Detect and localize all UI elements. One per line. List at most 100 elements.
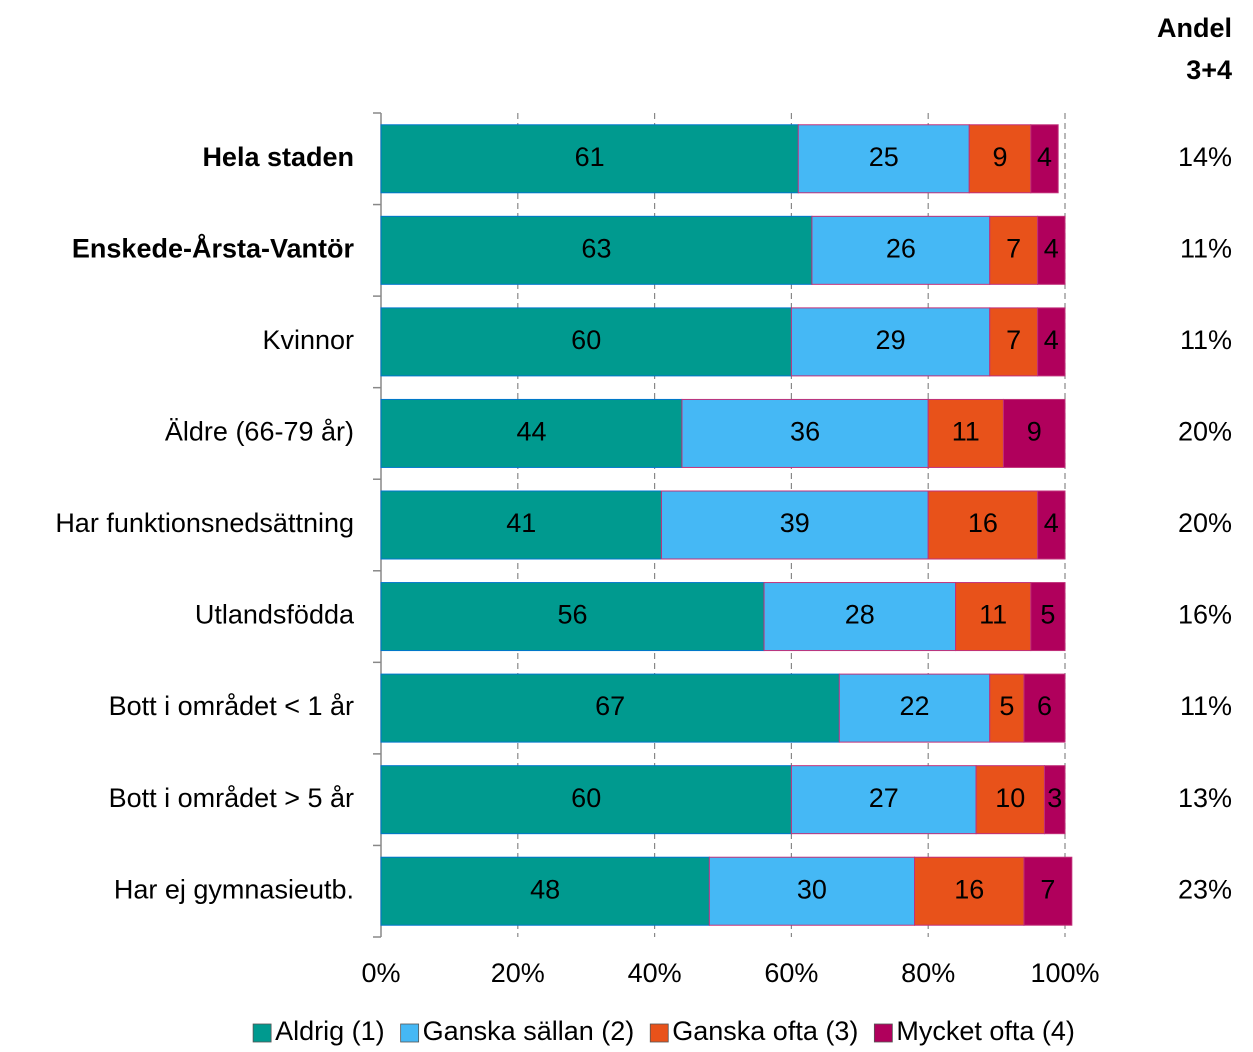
bar-segment	[1037, 215, 1066, 285]
bar-segment	[989, 215, 1039, 285]
bar-segment	[790, 307, 991, 377]
data-label: 7	[1040, 874, 1055, 904]
bar-segment	[660, 490, 929, 560]
data-label: 9	[1027, 417, 1042, 447]
bar-segment	[380, 307, 792, 377]
bar-segment	[708, 856, 916, 926]
data-label: 60	[571, 325, 601, 355]
bar-segment	[380, 856, 710, 926]
data-label: 5	[999, 691, 1014, 721]
bar-segment	[1023, 856, 1073, 926]
bar-segment	[1002, 398, 1066, 468]
legend-swatch	[649, 1023, 669, 1043]
y-tick-label: Kvinnor	[262, 325, 354, 355]
side-header: 3+4	[1186, 55, 1232, 85]
bar-segment	[1023, 673, 1066, 743]
data-label: 5	[1040, 600, 1055, 630]
data-label: 29	[876, 325, 906, 355]
bar-segment	[797, 124, 970, 194]
data-label: 4	[1044, 508, 1059, 538]
legend-swatch	[873, 1023, 893, 1043]
data-label: 4	[1044, 325, 1059, 355]
data-label: 25	[869, 142, 899, 172]
y-tick-label: Äldre (66-79 år)	[165, 417, 354, 447]
x-tick-label: 40%	[628, 958, 682, 988]
data-label: 48	[530, 874, 560, 904]
side-label: 13%	[1178, 783, 1232, 813]
data-label: 6	[1037, 691, 1052, 721]
side-label: 20%	[1178, 508, 1232, 538]
bar-segment	[955, 582, 1032, 652]
side-label: 20%	[1178, 417, 1232, 447]
data-label: 26	[886, 233, 916, 263]
bar-segment	[1037, 307, 1066, 377]
data-label: 41	[506, 508, 536, 538]
legend-swatch	[252, 1023, 272, 1043]
data-label: 60	[571, 783, 601, 813]
y-tick-label: Bott i området > 5 år	[109, 783, 354, 813]
x-tick-label: 100%	[1030, 958, 1099, 988]
side-label: 11%	[1180, 325, 1232, 355]
bar-segment	[380, 124, 799, 194]
legend-label: Ganska sällan (2)	[423, 1016, 635, 1046]
data-label: 56	[557, 600, 587, 630]
bar-segment	[1037, 490, 1066, 560]
data-label: 30	[797, 874, 827, 904]
bar-segment	[380, 673, 840, 743]
y-tick-label: Enskede-Årsta-Vantör	[72, 232, 355, 263]
legend-label: Ganska ofta (3)	[672, 1016, 858, 1046]
data-label: 4	[1037, 142, 1052, 172]
bar-segment	[914, 856, 1025, 926]
legend-swatch	[400, 1023, 420, 1043]
data-label: 10	[995, 783, 1025, 813]
side-label: 16%	[1178, 600, 1232, 630]
bar-segment	[1030, 582, 1066, 652]
x-tick-label: 80%	[901, 958, 955, 988]
data-label: 27	[869, 783, 899, 813]
legend: Aldrig (1) Ganska sällan (2) Ganska ofta (…	[252, 1016, 1075, 1046]
side-header: Andel	[1157, 13, 1232, 43]
y-tick-label: Bott i området < 1 år	[109, 691, 354, 721]
data-label: 61	[575, 142, 605, 172]
legend-label: Mycket ofta (4)	[896, 1016, 1075, 1046]
data-label: 16	[954, 874, 984, 904]
bar-segment	[1030, 124, 1059, 194]
bar-segment	[1043, 765, 1066, 835]
x-tick-label: 20%	[491, 958, 545, 988]
bar-segment	[681, 398, 929, 468]
side-label: 23%	[1178, 874, 1232, 904]
bar-segment	[989, 307, 1039, 377]
y-tick-label: Utlandsfödda	[195, 600, 355, 630]
data-label: 7	[1006, 233, 1021, 263]
data-label: 67	[595, 691, 625, 721]
y-tick-label: Har ej gymnasieutb.	[114, 874, 354, 904]
side-label: 11%	[1180, 233, 1232, 263]
bar-segment	[380, 765, 792, 835]
data-label: 63	[581, 233, 611, 263]
side-label: 14%	[1178, 142, 1232, 172]
data-label: 39	[780, 508, 810, 538]
data-label: 22	[899, 691, 929, 721]
data-label: 3	[1047, 783, 1062, 813]
data-label: 4	[1044, 233, 1059, 263]
x-tick-label: 60%	[764, 958, 818, 988]
y-tick-label: Hela staden	[202, 142, 354, 172]
data-label: 7	[1006, 325, 1021, 355]
bar-segment	[927, 490, 1039, 560]
x-tick-label: 0%	[361, 958, 400, 988]
data-label: 44	[516, 417, 546, 447]
bar-segment	[989, 673, 1025, 743]
data-label: 9	[993, 142, 1008, 172]
legend-label: Aldrig (1)	[275, 1016, 385, 1046]
bar-segment	[763, 582, 957, 652]
data-label: 16	[968, 508, 998, 538]
bar-segment	[968, 124, 1032, 194]
data-label: 11	[952, 417, 980, 447]
data-label: 36	[790, 417, 820, 447]
bar-segment	[790, 765, 977, 835]
y-tick-label: Har funktionsnedsättning	[55, 508, 354, 538]
data-label: 11	[979, 600, 1007, 630]
bar-segment	[380, 215, 813, 285]
bar-segment	[380, 582, 765, 652]
